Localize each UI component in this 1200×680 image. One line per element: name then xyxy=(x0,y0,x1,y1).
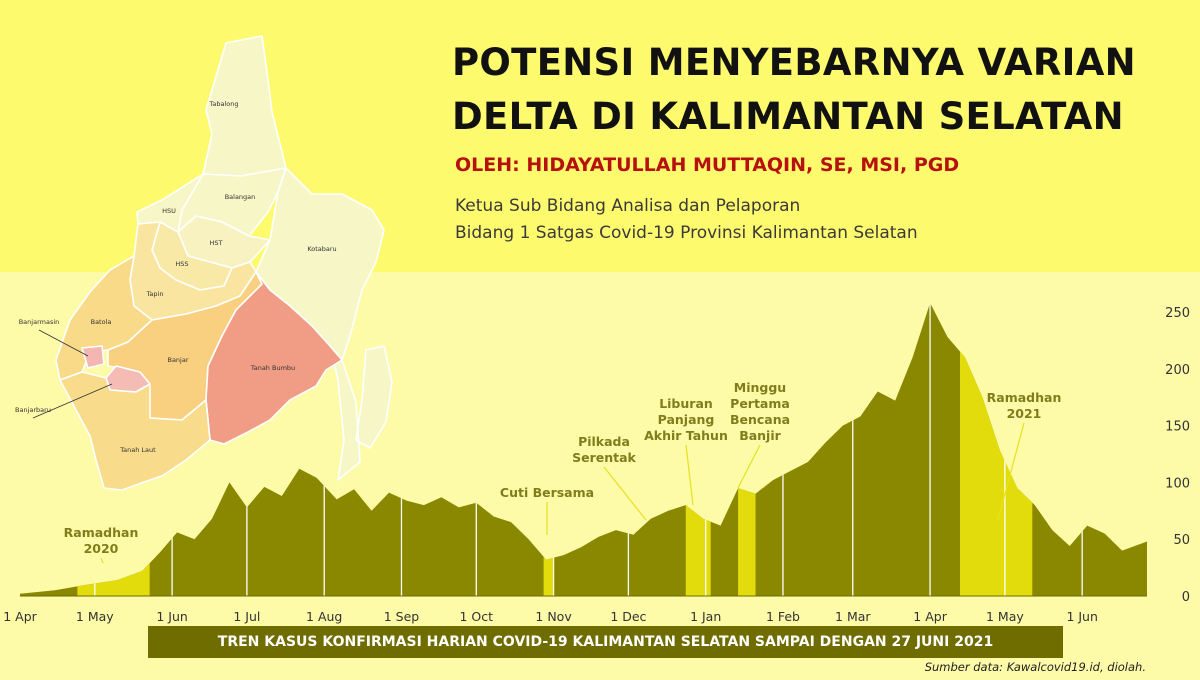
map-regions xyxy=(55,35,393,491)
event-label: Minggu Pertama Bencana Banjir xyxy=(730,380,790,443)
map-region-label: Tanah Laut xyxy=(119,446,156,454)
map-labels: Tabalong Balangan HSU HST HSS Kotabaru Tapin Ba… xyxy=(15,100,337,454)
title-line-1: POTENSI MENYEBARNYA VARIAN xyxy=(452,41,1136,84)
map-leader-line xyxy=(32,383,113,419)
author-line: OLEH: HIDAYATULLAH MUTTAQIN, SE, MSI, PG… xyxy=(455,154,960,176)
event-leader-line xyxy=(603,466,647,521)
event-label-line: Pilkada xyxy=(578,434,630,449)
x-tick-label: 1 Jan xyxy=(690,609,721,624)
y-tick-label: 100 xyxy=(1165,476,1190,491)
event-label: Pilkada Serentak xyxy=(572,434,636,465)
event-leader-line xyxy=(997,422,1025,521)
x-tick-label: 1 Sep xyxy=(384,609,420,624)
x-tick-label: 1 May xyxy=(76,609,114,624)
source-prefix: Sumber data: xyxy=(924,660,1007,674)
event-label-line: Ramadhan xyxy=(987,390,1062,405)
y-tick-label: 200 xyxy=(1165,363,1190,378)
map-region-label: Balangan xyxy=(225,193,256,201)
event-leader-line xyxy=(737,444,761,489)
event-label-line: Liburan xyxy=(659,396,713,411)
x-tick-label: 1 Feb xyxy=(766,609,800,624)
event-label-line: Serentak xyxy=(572,450,636,465)
map-region-label: Banjar xyxy=(167,356,188,364)
event-label-line: Minggu xyxy=(734,380,786,395)
x-tick-label: 1 Mar xyxy=(835,609,871,624)
data-source: Sumber data: Kawalcovid19.id, diolah. xyxy=(925,660,1146,674)
map-region-label: Tapin xyxy=(146,290,164,298)
y-tick-label: 150 xyxy=(1165,420,1190,435)
event-label-line: 2020 xyxy=(84,541,119,556)
map-region-banjarmasin xyxy=(81,345,105,369)
event-label: Ramadhan 2020 xyxy=(64,525,139,556)
y-tick-label: 250 xyxy=(1165,306,1190,321)
map-region-label: Banjarbaru xyxy=(15,406,51,414)
x-tick-label: 1 May xyxy=(986,609,1024,624)
event-label-line: Akhir Tahun xyxy=(644,428,728,443)
event-label-line: Cuti Bersama xyxy=(500,485,594,500)
title-line-2: DELTA DI KALIMANTAN SELATAN xyxy=(452,95,1124,138)
map-leader-line xyxy=(38,329,89,357)
map-region-label: Batola xyxy=(91,318,112,326)
event-leader-line xyxy=(100,557,104,564)
x-tick-label: 1 Jul xyxy=(233,609,260,624)
x-tick-label: 1 Aug xyxy=(306,609,342,624)
map-region-tanah-bumbu xyxy=(205,271,343,445)
x-tick-label: 1 Apr xyxy=(913,609,947,624)
source-suffix: , diolah. xyxy=(1099,660,1146,674)
event-label: Ramadhan 2021 xyxy=(987,390,1062,421)
event-label-line: 2021 xyxy=(1007,406,1042,421)
event-leader-line xyxy=(685,444,694,506)
map-region-label: HSU xyxy=(162,207,176,215)
map-region-label: Kotabaru xyxy=(307,245,336,253)
event-label-line: Pertama xyxy=(730,396,790,411)
x-tick-label: 1 Jun xyxy=(156,609,187,624)
role-line-2: Bidang 1 Satgas Covid-19 Provinsi Kalima… xyxy=(455,223,918,243)
map-region-label: Tanah Bumbu xyxy=(250,364,295,372)
map-region-label: Banjarmasin xyxy=(19,318,60,326)
event-label: Cuti Bersama xyxy=(500,485,594,500)
x-tick-label: 1 Jun xyxy=(1066,609,1097,624)
source-site: Kawalcovid19.id xyxy=(1006,660,1100,674)
map-region-label: HSS xyxy=(175,260,188,268)
event-label-line: Banjir xyxy=(739,428,781,443)
x-tick-label: 1 Oct xyxy=(460,609,494,624)
map-region-label: Tabalong xyxy=(208,100,238,108)
x-tick-label: 1 Apr xyxy=(3,609,37,624)
event-label-line: Ramadhan xyxy=(64,525,139,540)
event-label: Liburan Panjang Akhir Tahun xyxy=(644,396,728,443)
x-tick-label: 1 Dec xyxy=(610,609,646,624)
map-region-label: HST xyxy=(210,239,223,247)
chart-title-bar: TREN KASUS KONFIRMASI HARIAN COVID-19 KA… xyxy=(148,626,1063,658)
event-label-line: Panjang xyxy=(658,412,715,427)
event-label-line: Bencana xyxy=(730,412,790,427)
role-line-1: Ketua Sub Bidang Analisa dan Pelaporan xyxy=(455,196,801,216)
author-role: Ketua Sub Bidang Analisa dan Pelaporan B… xyxy=(455,193,918,247)
area-series xyxy=(20,302,1147,596)
map-region-tanah-laut xyxy=(59,371,211,491)
y-tick-label: 50 xyxy=(1173,533,1190,548)
page-title: POTENSI MENYEBARNYA VARIAN DELTA DI KALI… xyxy=(452,36,1136,144)
y-tick-label: 0 xyxy=(1182,590,1190,605)
x-tick-label: 1 Nov xyxy=(535,609,572,624)
